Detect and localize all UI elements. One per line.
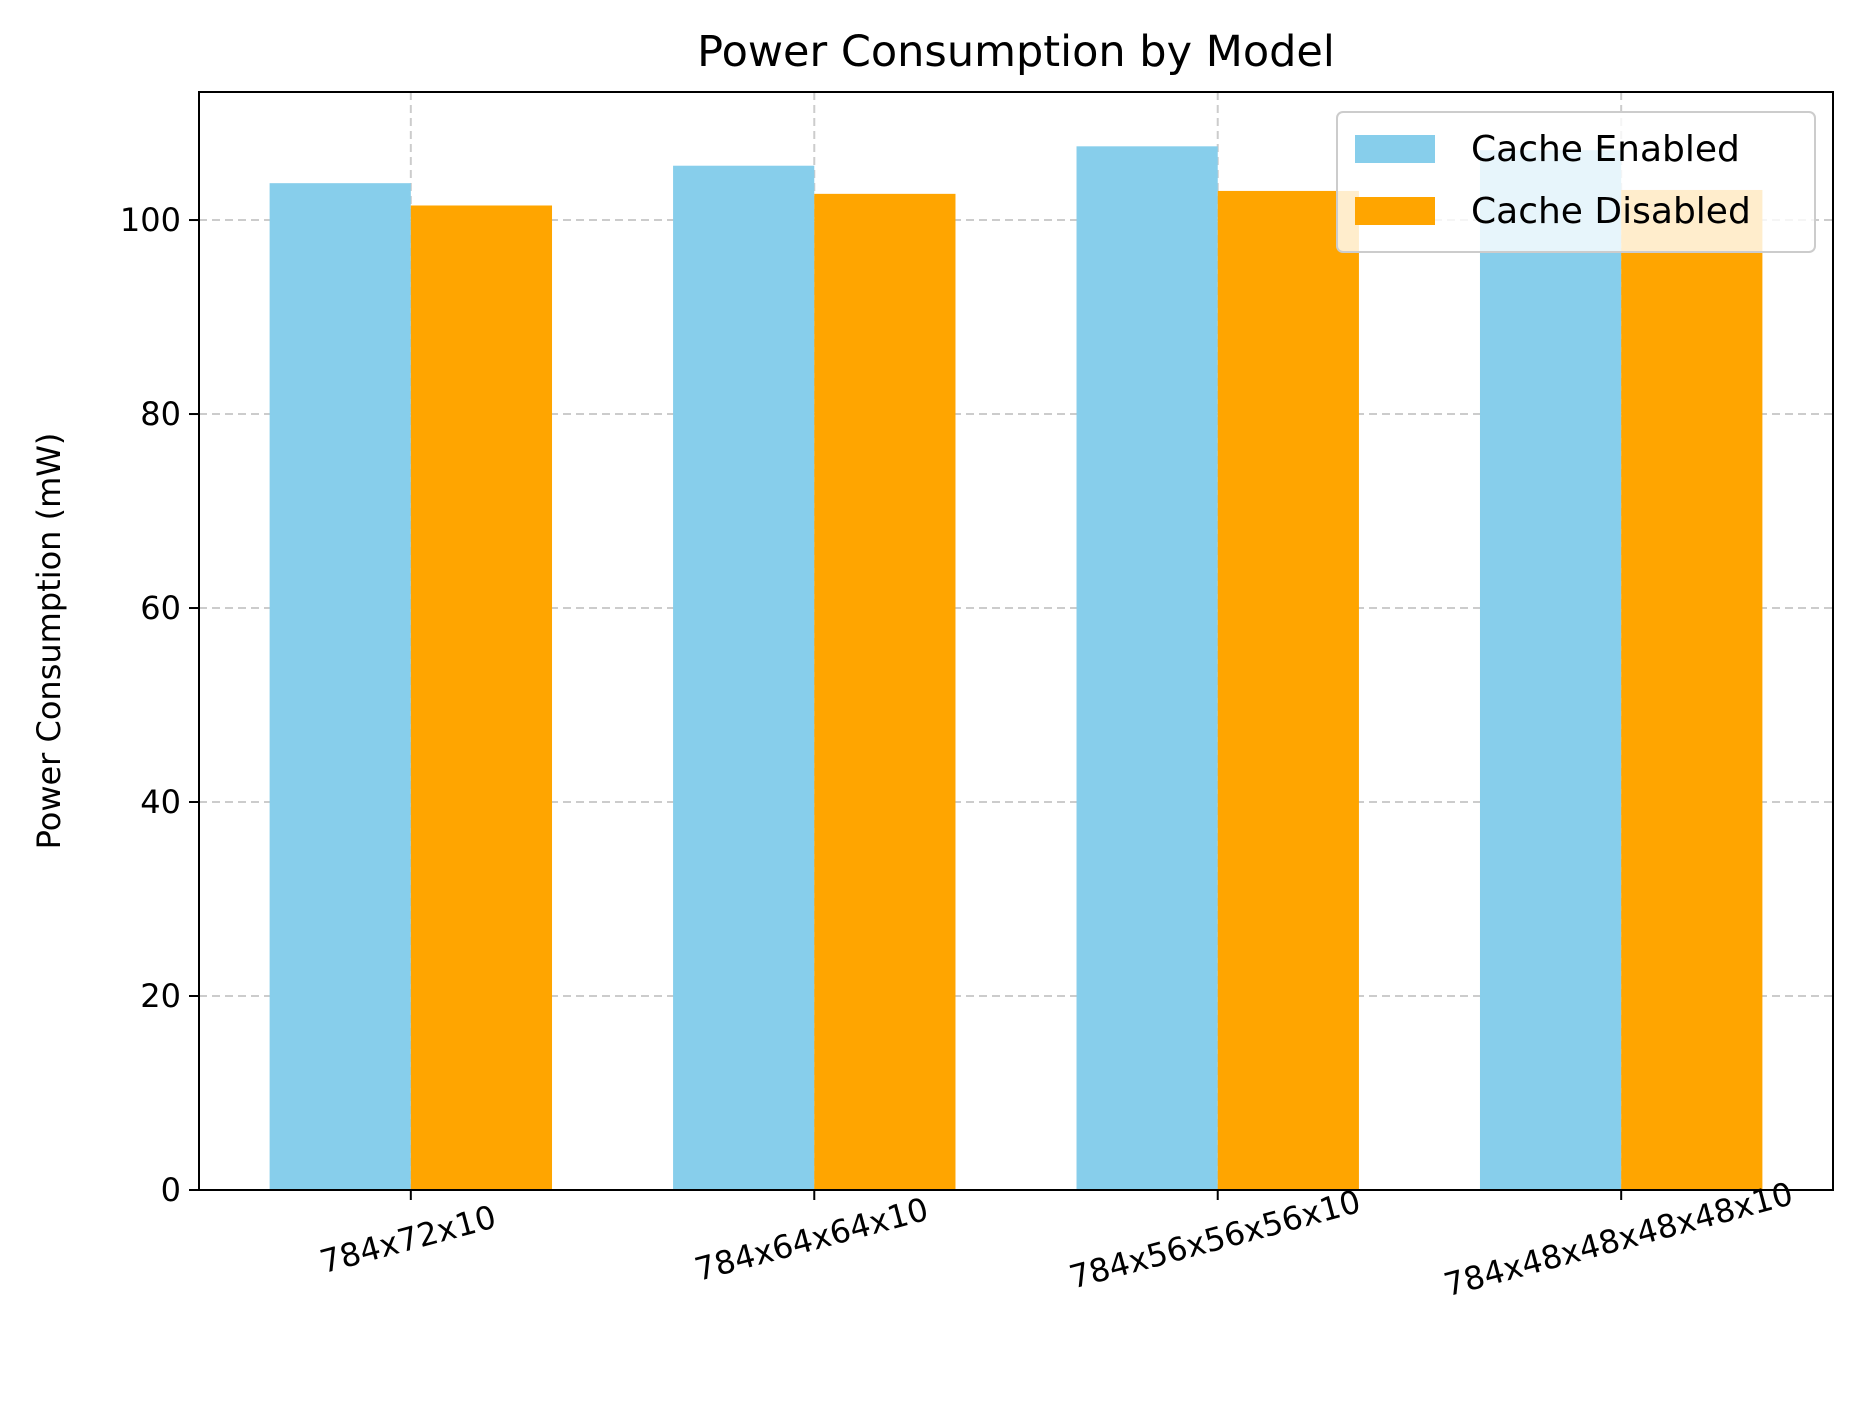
legend-swatch-0 [1355, 135, 1435, 163]
legend: Cache Enabled Cache Disabled [1336, 111, 1816, 253]
bar-cache-enabled-1 [673, 165, 815, 1191]
bar-cache-disabled-2 [1217, 190, 1359, 1190]
y-tick-label-5: 100 [120, 201, 181, 239]
y-tick-label-2: 40 [140, 783, 181, 821]
legend-frame [1336, 111, 1816, 253]
plot-frame [198, 91, 1834, 1191]
bar-cache-disabled-0 [410, 205, 553, 1191]
y-tick-label-4: 80 [140, 395, 181, 433]
legend-label-1: Cache Disabled [1471, 191, 1751, 232]
bar-cache-enabled-0 [269, 183, 411, 1190]
bar-cache-disabled-3 [1621, 189, 1763, 1190]
bar-cache-enabled-2 [1076, 146, 1218, 1191]
legend-swatch-1 [1355, 197, 1435, 225]
legend-label-0: Cache Enabled [1471, 129, 1740, 170]
y-tick-label-0: 0 [161, 1171, 181, 1209]
y-axis-label: Power Consumption (mW) [30, 433, 68, 850]
y-tick-label-1: 20 [140, 977, 181, 1015]
bars-layer [269, 146, 1763, 1191]
y-tick-label-3: 60 [140, 589, 181, 627]
bar-cache-disabled-1 [814, 193, 956, 1190]
chart-title: Power Consumption by Model [697, 27, 1335, 77]
bar-cache-enabled-3 [1479, 150, 1622, 1190]
